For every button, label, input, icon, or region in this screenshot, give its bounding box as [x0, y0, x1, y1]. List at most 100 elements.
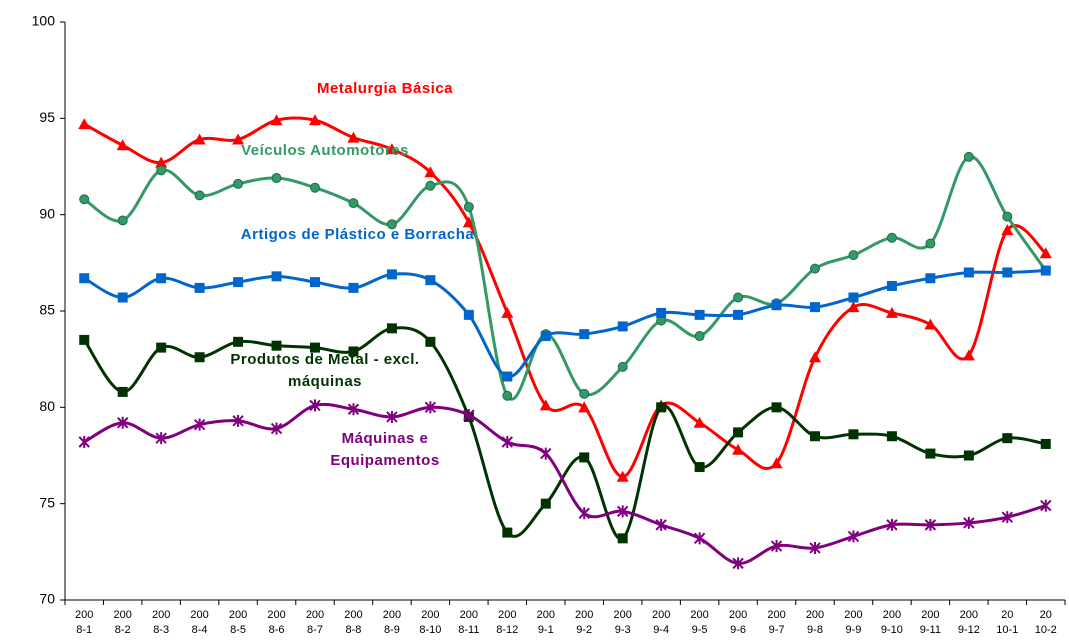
- marker: [1001, 224, 1014, 236]
- marker: [194, 352, 205, 363]
- marker: [78, 436, 90, 449]
- x-tick-label: 200 9-9: [844, 609, 863, 636]
- y-tick-label: 75: [39, 494, 55, 510]
- marker: [1040, 499, 1052, 512]
- marker: [886, 518, 898, 531]
- marker: [693, 532, 706, 545]
- marker: [579, 388, 590, 399]
- marker: [386, 410, 398, 423]
- marker: [117, 215, 128, 226]
- marker: [79, 194, 90, 205]
- marker: [270, 114, 283, 126]
- marker: [925, 448, 936, 459]
- marker: [155, 432, 167, 445]
- marker: [578, 401, 591, 413]
- marker: [501, 436, 514, 449]
- marker: [270, 422, 283, 435]
- marker: [1002, 433, 1013, 444]
- marker: [847, 301, 860, 313]
- x-tick-label: 200 8-3: [151, 609, 171, 636]
- marker: [617, 361, 628, 372]
- marker: [770, 457, 783, 469]
- marker: [309, 399, 321, 412]
- marker: [310, 342, 320, 353]
- x-tick-label: 200 9-3: [613, 609, 632, 636]
- marker: [1001, 511, 1014, 524]
- x-tick-label: 20 10-2: [1034, 609, 1057, 636]
- marker: [886, 280, 897, 291]
- marker: [540, 498, 551, 509]
- x-tick-label: 200 9-6: [728, 609, 748, 636]
- marker: [963, 267, 974, 278]
- marker: [502, 527, 513, 538]
- marker: [462, 216, 475, 228]
- y-tick-label: 100: [32, 13, 56, 29]
- marker: [579, 329, 590, 340]
- marker: [809, 351, 821, 363]
- marker: [233, 336, 244, 347]
- marker: [924, 318, 937, 330]
- x-tick-label: 200 9-12: [957, 609, 980, 636]
- marker: [656, 402, 667, 413]
- y-tick-label: 90: [39, 205, 55, 221]
- marker: [117, 292, 128, 303]
- marker: [116, 416, 129, 429]
- x-tick-label: 200 8-6: [267, 609, 286, 636]
- marker: [539, 399, 552, 411]
- marker: [271, 271, 282, 282]
- x-tick-label: 200 9-4: [651, 609, 671, 636]
- marker: [193, 418, 206, 431]
- marker: [616, 470, 629, 482]
- y-tick-label: 85: [39, 302, 55, 318]
- marker: [347, 131, 360, 143]
- marker: [79, 273, 90, 284]
- marker: [386, 269, 397, 280]
- marker: [732, 443, 745, 455]
- series-line: [83, 402, 1047, 565]
- x-tick-label: 200 9-10: [880, 609, 903, 636]
- marker: [193, 133, 206, 145]
- marker: [271, 340, 282, 351]
- marker: [771, 402, 782, 413]
- marker: [463, 201, 474, 212]
- marker: [386, 219, 397, 230]
- x-tick-label: 200 8-11: [458, 609, 480, 636]
- series-label: Metalurgia Básica: [316, 80, 454, 97]
- marker: [963, 450, 974, 461]
- series-line: [82, 326, 1047, 540]
- marker: [194, 282, 205, 293]
- marker: [810, 302, 820, 313]
- marker: [655, 518, 667, 531]
- marker: [155, 156, 168, 168]
- marker: [502, 371, 513, 382]
- marker: [924, 518, 937, 531]
- series-line: [83, 116, 1047, 479]
- x-tick-label: 200 8-8: [344, 609, 363, 636]
- marker: [386, 323, 397, 334]
- marker: [347, 403, 360, 416]
- series-label: Produtos de Metal - excl. máquinas: [230, 351, 420, 390]
- marker: [463, 309, 474, 320]
- marker: [271, 173, 282, 184]
- marker: [425, 336, 436, 347]
- x-tick-label: 200 8-9: [382, 609, 402, 636]
- x-tick-label: 200 9-5: [690, 609, 709, 636]
- x-tick-label: 20 10-1: [996, 609, 1019, 636]
- marker: [810, 431, 820, 442]
- series-label: Veículos Automotores: [241, 142, 409, 159]
- x-tick-label: 200 9-7: [767, 609, 786, 636]
- x-tick-label: 200 8-1: [75, 609, 94, 636]
- marker: [886, 431, 897, 442]
- marker: [848, 429, 859, 440]
- marker: [501, 306, 514, 318]
- marker: [540, 447, 552, 460]
- marker: [1040, 265, 1051, 276]
- marker: [694, 462, 705, 473]
- x-tick-label: 200 8-2: [113, 609, 132, 636]
- y-tick-label: 70: [39, 591, 55, 607]
- marker: [309, 114, 321, 126]
- x-tick-label: 200 8-7: [305, 609, 325, 636]
- marker: [733, 309, 744, 320]
- marker: [848, 292, 859, 303]
